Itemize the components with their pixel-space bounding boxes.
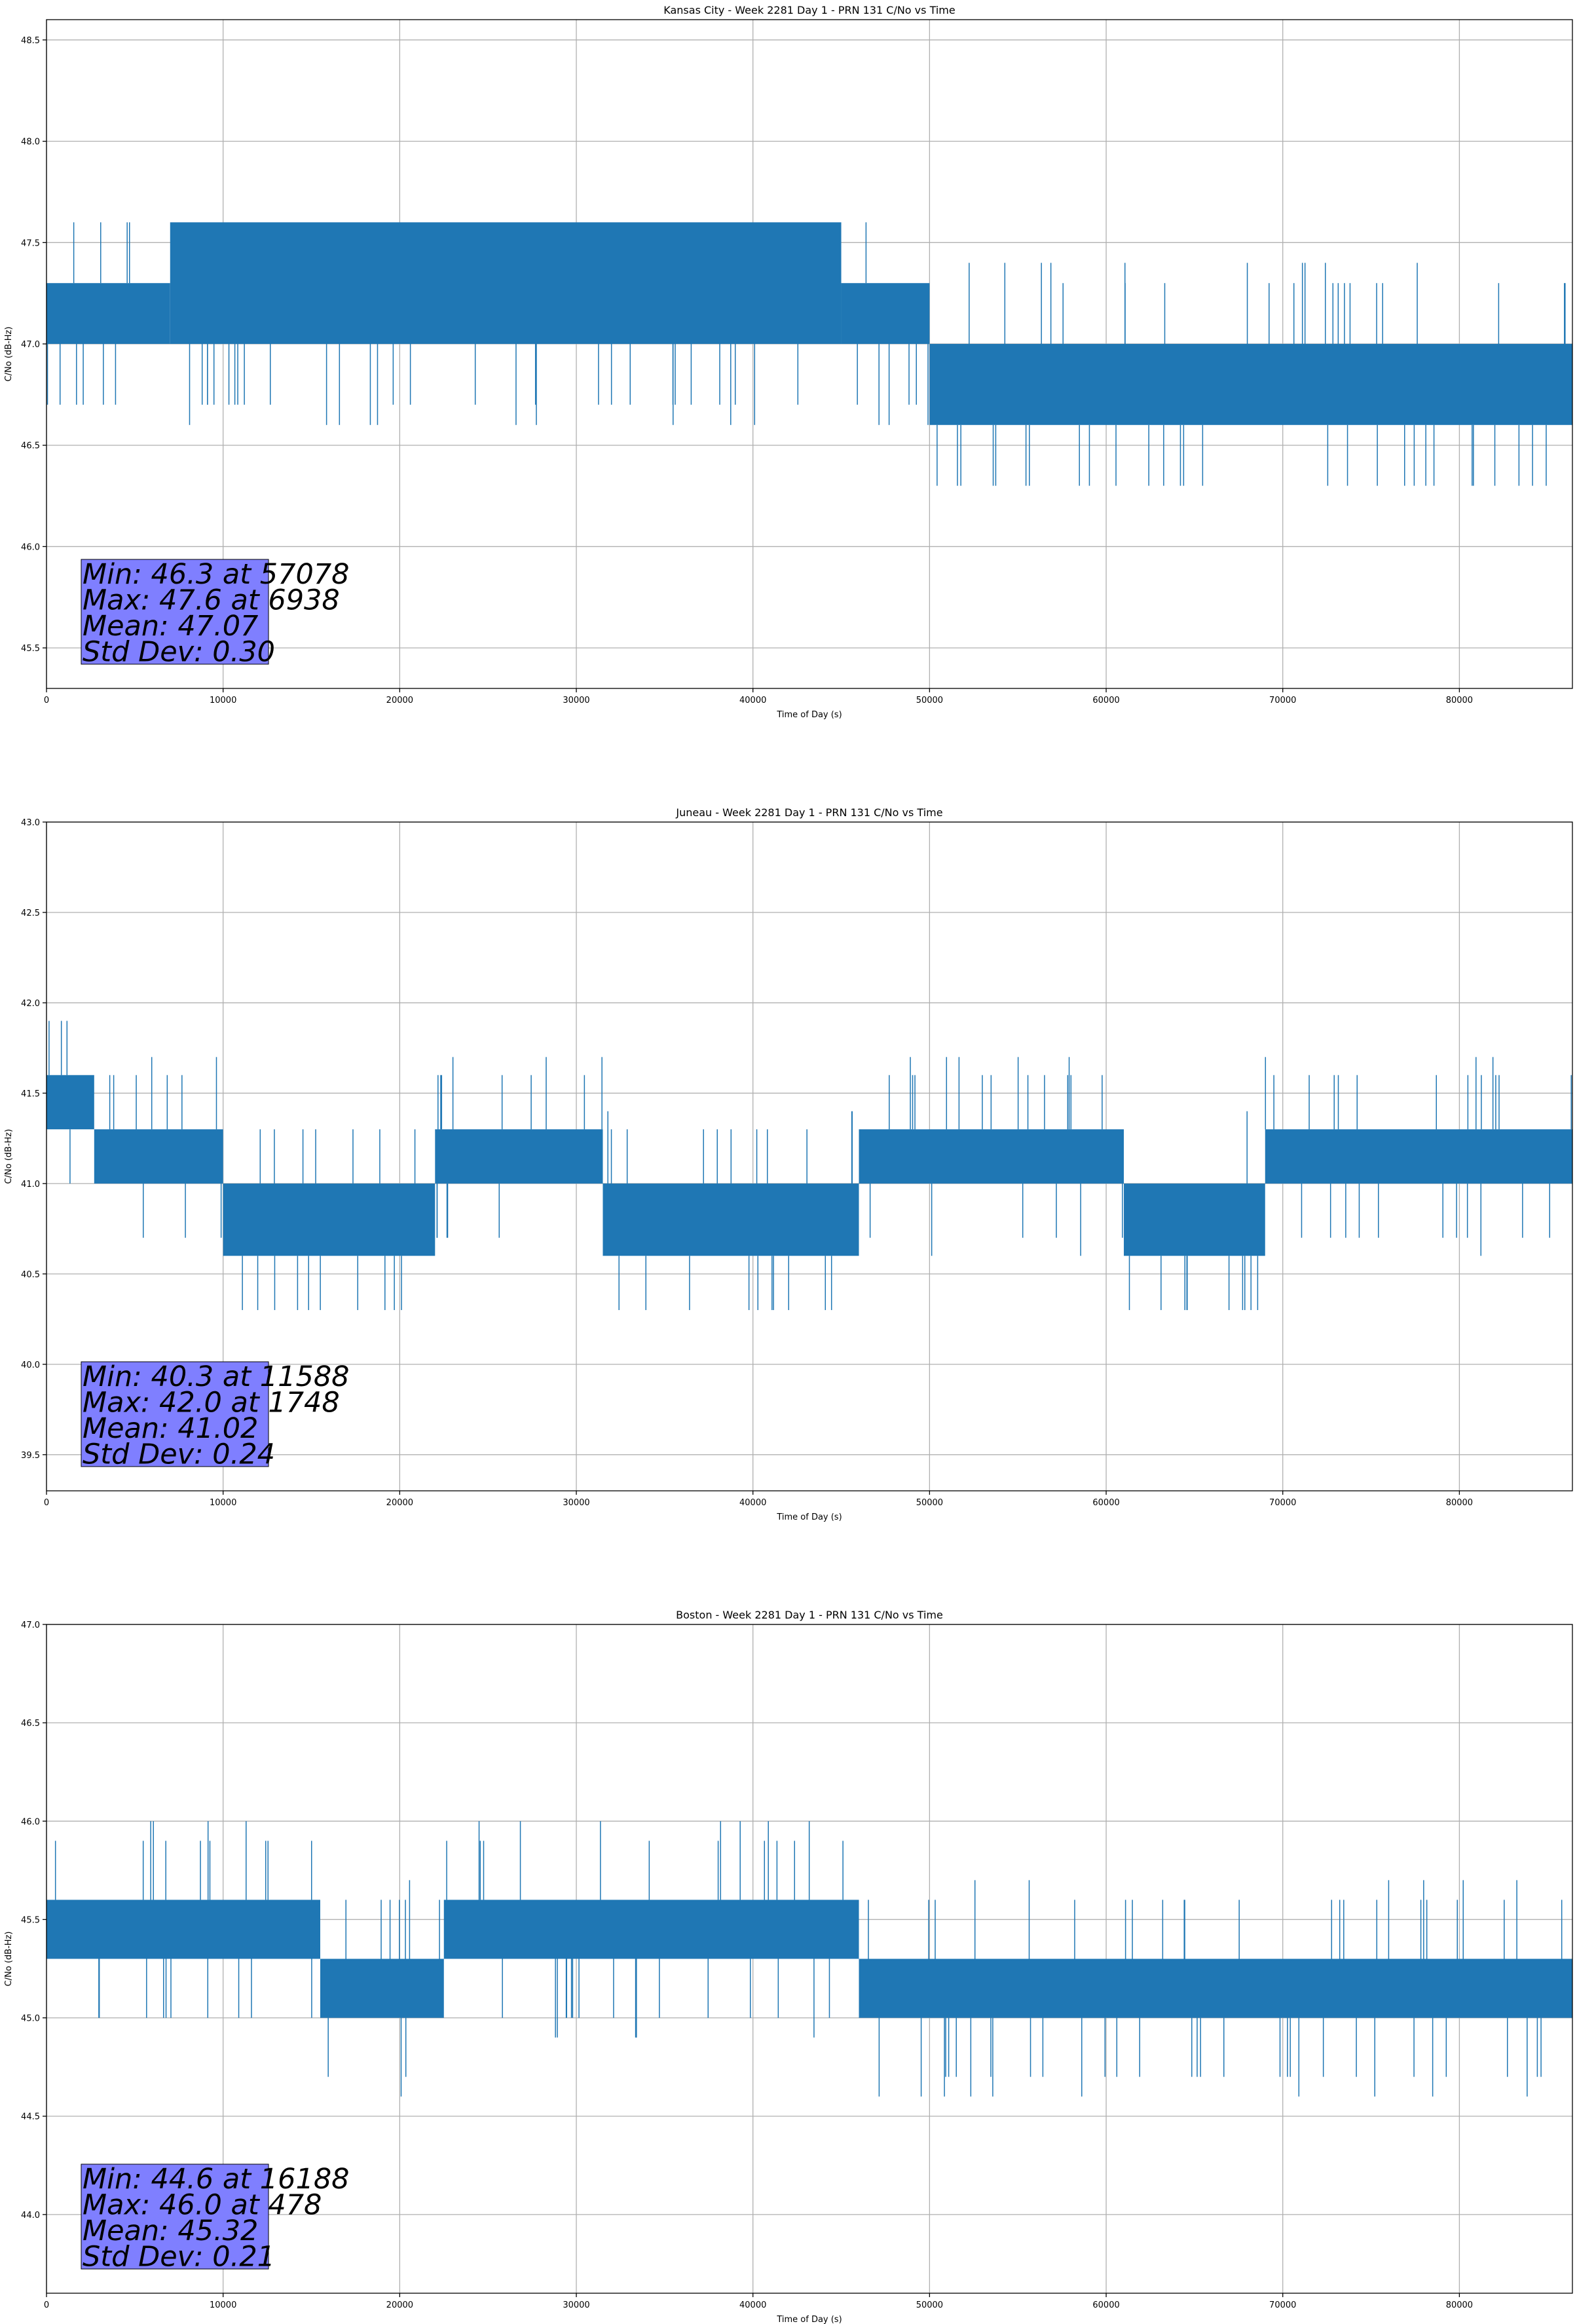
x-tick-label: 20000 [386,2300,413,2310]
stats-line: Std Dev: 0.24 [83,1438,275,1471]
x-tick-label: 70000 [1269,2300,1296,2310]
x-tick-label: 70000 [1269,696,1296,705]
y-tick-label: 45.5 [21,1915,40,1925]
data-band [443,1900,859,1959]
y-tick-label: 42.0 [21,999,40,1009]
x-tick-label: 0 [44,696,49,705]
x-tick-label: 60000 [1092,2300,1119,2310]
chart-3: 0 10000 20000 30000 40000 50000 60000 70000 8000… [4,1609,1573,2324]
x-tick-label: 40000 [739,2300,766,2310]
y-tick-label: 41.5 [21,1089,40,1099]
series-cno [46,1021,1572,1311]
x-tick-label: 80000 [1446,1498,1473,1508]
x-tick-label: 10000 [210,696,236,705]
data-band [435,1129,603,1184]
y-tick-label: 40.5 [21,1270,40,1280]
stats-line: Std Dev: 0.21 [83,2241,275,2274]
y-tick-label: 45.5 [21,644,40,654]
x-tick-label: 20000 [386,696,413,705]
data-band [841,283,930,345]
x-axis-label: Time of Day (s) [776,710,842,720]
chart-1: 0 10000 20000 30000 40000 50000 60000 70000 8000… [4,4,1573,720]
x-tick-label: 60000 [1092,1498,1119,1508]
x-tick-label: 40000 [739,1498,766,1508]
x-tick-label: 40000 [739,696,766,705]
stats-box [81,1361,269,1467]
stats-line: Mean: 45.32 [83,2215,258,2247]
x-tick-label: 60000 [1092,696,1119,705]
y-tick-label: 47.0 [21,340,40,350]
y-tick-label: 44.0 [21,2211,40,2221]
data-band [859,1129,1124,1184]
x-tick-label: 80000 [1446,2300,1473,2310]
stats-line: Min: 40.3 at 11588 [83,1360,350,1393]
x-axis-label: Time of Day (s) [776,1512,842,1522]
data-band [929,344,1572,425]
data-band [94,1129,223,1184]
stats-line: Max: 47.6 at 6938 [83,584,340,617]
y-tick-label: 48.5 [21,36,40,46]
y-tick-label: 40.0 [21,1360,40,1370]
data-band [603,1183,859,1256]
chart-title: Kansas City - Week 2281 Day 1 - PRN 131 … [663,4,955,16]
stats-box [81,2164,269,2270]
x-tick-label: 20000 [386,1498,413,1508]
stats-line: Mean: 41.02 [83,1412,258,1445]
y-tick-label: 46.5 [21,1719,40,1729]
y-tick-label: 42.5 [21,909,40,918]
x-axis-label: Time of Day (s) [776,2315,842,2324]
axes-frame [46,821,1573,1491]
x-tick-label: 10000 [210,1498,236,1508]
y-tick-label: 41.0 [21,1180,40,1190]
axes-frame [46,1624,1573,2294]
y-axis-label: C/No (dB-Hz) [4,1932,14,1987]
chart-2: 0 10000 20000 30000 40000 50000 60000 70000 8000… [4,806,1573,1522]
chart-title: Boston - Week 2281 Day 1 - PRN 131 C/No … [676,1609,943,1621]
x-tick-label: 0 [44,2300,49,2310]
data-band [1265,1129,1572,1184]
stats-box [81,559,269,665]
x-tick-label: 70000 [1269,1498,1296,1508]
y-tick-label: 46.0 [21,542,40,552]
x-tick-label: 30000 [563,696,589,705]
y-tick-label: 43.0 [21,818,40,828]
series-cno [46,1821,1572,2097]
y-tick-label: 46.0 [21,1817,40,1827]
x-tick-label: 10000 [210,2300,236,2310]
x-tick-label: 0 [44,1498,49,1508]
x-tick-label: 30000 [563,2300,589,2310]
data-band [859,1959,1572,2018]
y-axis-label: C/No (dB-Hz) [4,1129,14,1184]
stats-line: Mean: 47.07 [83,610,258,643]
x-tick-label: 80000 [1446,696,1473,705]
stats-line: Min: 44.6 at 16188 [83,2163,350,2196]
stats-line: Max: 46.0 at 478 [83,2189,322,2222]
data-band [320,1959,444,2018]
stats-line: Min: 46.3 at 57078 [83,558,350,591]
y-tick-label: 48.0 [21,138,40,147]
y-tick-label: 45.0 [21,2014,40,2024]
stats-line: Std Dev: 0.30 [83,636,275,669]
y-tick-label: 39.5 [21,1451,40,1461]
x-tick-label: 50000 [916,696,943,705]
axes-frame [46,19,1573,689]
x-tick-label: 50000 [916,2300,943,2310]
data-band [223,1183,436,1256]
data-band [46,1900,320,1959]
x-tick-label: 30000 [563,1498,589,1508]
chart-title: Juneau - Week 2281 Day 1 - PRN 131 C/No … [675,806,942,819]
y-axis-label: C/No (dB-Hz) [4,327,14,382]
data-band [1124,1183,1265,1256]
stats-line: Max: 42.0 at 1748 [83,1387,340,1419]
data-band [170,222,842,345]
y-tick-label: 47.5 [21,238,40,248]
data-band [46,1075,94,1130]
series-cno [46,222,1572,486]
x-tick-label: 50000 [916,1498,943,1508]
y-tick-label: 46.5 [21,441,40,451]
data-band [46,283,170,345]
y-tick-label: 44.5 [21,2112,40,2122]
y-tick-label: 47.0 [21,1621,40,1630]
